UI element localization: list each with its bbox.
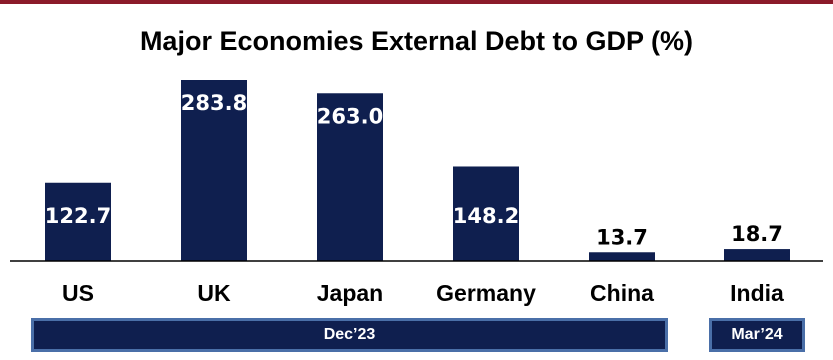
period-band-dec23: Dec’23: [31, 318, 668, 352]
category-label-china: China: [590, 280, 654, 306]
category-label-us: US: [62, 280, 94, 306]
top-accent-rule: [0, 0, 833, 4]
bar-india: [724, 249, 790, 261]
value-label-china: 13.7: [596, 225, 648, 249]
bar-germany: [453, 166, 519, 261]
value-label-india: 18.7: [731, 222, 783, 246]
bar-uk: [181, 80, 247, 261]
period-label-mar24: Mar’24: [731, 326, 783, 343]
bar-japan: [317, 93, 383, 261]
bar-china: [589, 252, 655, 261]
value-label-us: 122.7: [45, 204, 111, 228]
value-label-germany: 148.2: [453, 204, 519, 228]
period-band-mar24: Mar’24: [709, 318, 805, 352]
category-label-germany: Germany: [436, 280, 536, 306]
bar-us: [45, 182, 111, 261]
category-label-india: India: [730, 280, 784, 306]
category-label-uk: UK: [197, 280, 231, 306]
value-label-japan: 263.0: [317, 104, 383, 128]
value-label-uk: 283.8: [181, 91, 247, 115]
chart-title: Major Economies External Debt to GDP (%): [139, 26, 694, 56]
period-label-dec23: Dec’23: [323, 326, 376, 343]
category-label-japan: Japan: [317, 280, 383, 306]
